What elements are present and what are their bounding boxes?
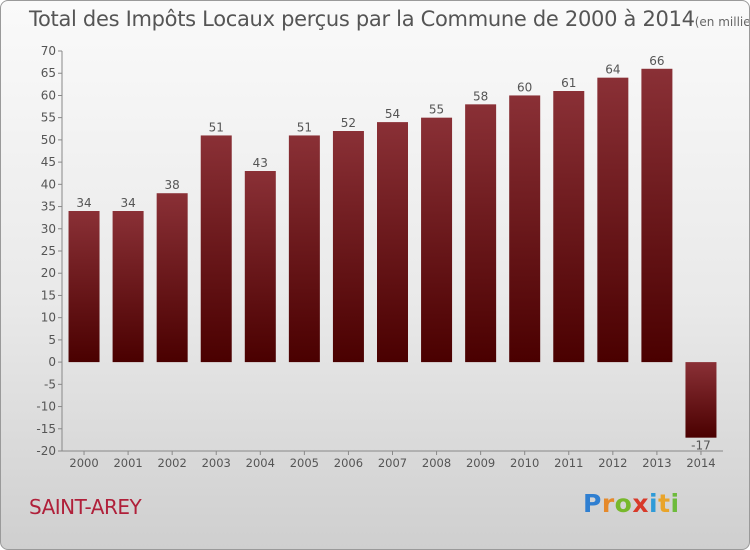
x-tick-label: 2007 bbox=[378, 456, 407, 470]
x-tick-label: 2000 bbox=[69, 456, 98, 470]
data-label: 66 bbox=[649, 54, 664, 68]
y-tick-label: 10 bbox=[41, 311, 56, 325]
bar bbox=[332, 131, 364, 363]
bar bbox=[465, 104, 497, 363]
y-tick-label: 25 bbox=[41, 244, 56, 258]
bar bbox=[421, 117, 453, 363]
data-label: 55 bbox=[429, 103, 444, 117]
bar bbox=[244, 171, 276, 363]
data-label: 64 bbox=[605, 63, 620, 77]
x-tick-label: 2002 bbox=[158, 456, 187, 470]
data-label: 43 bbox=[253, 156, 268, 170]
x-tick-label: 2008 bbox=[422, 456, 451, 470]
x-tick-label: 2004 bbox=[246, 456, 275, 470]
data-label: 54 bbox=[385, 107, 400, 121]
bar bbox=[200, 135, 232, 363]
data-label: 52 bbox=[341, 116, 356, 130]
x-tick-label: 2005 bbox=[290, 456, 319, 470]
y-tick-label: 30 bbox=[41, 222, 56, 236]
y-tick-label: -5 bbox=[44, 377, 56, 391]
bar bbox=[597, 77, 629, 363]
bar bbox=[112, 211, 144, 363]
y-tick-label: 20 bbox=[41, 266, 56, 280]
y-tick-label: -20 bbox=[36, 444, 56, 458]
x-tick-label: 2012 bbox=[598, 456, 627, 470]
commune-name: SAINT-AREY bbox=[29, 495, 142, 519]
y-tick-label: -15 bbox=[36, 422, 56, 436]
data-label: 60 bbox=[517, 80, 532, 94]
data-label: 38 bbox=[165, 178, 180, 192]
bar bbox=[641, 68, 673, 363]
x-tick-label: 2010 bbox=[510, 456, 539, 470]
data-label: -17 bbox=[691, 439, 711, 453]
bar bbox=[553, 91, 585, 363]
bar bbox=[509, 95, 541, 363]
y-tick-label: 0 bbox=[48, 355, 56, 369]
chart-title: Total des Impôts Locaux perçus par la Co… bbox=[29, 7, 750, 31]
data-label: 34 bbox=[76, 196, 91, 210]
y-tick-label: 15 bbox=[41, 288, 56, 302]
x-tick-label: 2014 bbox=[686, 456, 715, 470]
x-tick-label: 2003 bbox=[202, 456, 231, 470]
bar bbox=[685, 362, 717, 438]
bar bbox=[156, 193, 188, 363]
x-tick-label: 2013 bbox=[642, 456, 671, 470]
y-tick-label: 5 bbox=[48, 333, 56, 347]
y-tick-label: 40 bbox=[41, 177, 56, 191]
data-label: 34 bbox=[120, 196, 135, 210]
data-label: 51 bbox=[297, 120, 312, 134]
y-tick-label: 45 bbox=[41, 155, 56, 169]
proxiti-logo: Proxiti bbox=[583, 489, 680, 518]
y-tick-label: 35 bbox=[41, 200, 56, 214]
data-label: 58 bbox=[473, 89, 488, 103]
x-tick-label: 2009 bbox=[466, 456, 495, 470]
y-tick-label: 50 bbox=[41, 133, 56, 147]
y-tick-label: 70 bbox=[41, 44, 56, 58]
data-label: 51 bbox=[209, 120, 224, 134]
y-tick-label: 55 bbox=[41, 111, 56, 125]
unit-label: (en milliers d'€) bbox=[694, 15, 750, 29]
x-tick-label: 2001 bbox=[113, 456, 142, 470]
x-tick-label: 2006 bbox=[334, 456, 363, 470]
bar bbox=[68, 211, 100, 363]
bar bbox=[288, 135, 320, 363]
bar bbox=[377, 122, 408, 363]
y-tick-label: -10 bbox=[36, 400, 56, 414]
title-text: Total des Impôts Locaux perçus par la Co… bbox=[29, 7, 695, 31]
data-label: 61 bbox=[561, 76, 576, 90]
y-tick-label: 60 bbox=[41, 88, 56, 102]
x-tick-label: 2011 bbox=[554, 456, 583, 470]
y-tick-label: 65 bbox=[41, 66, 56, 80]
